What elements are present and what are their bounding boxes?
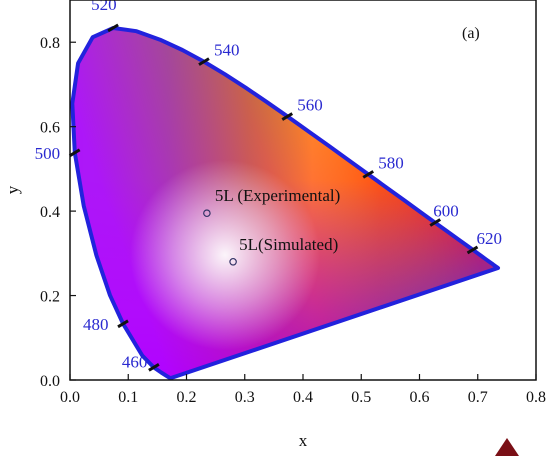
x-tick-label: 0.4 [293, 389, 313, 406]
data-points: 5L (Experimental) 5L(Simulated) [203, 186, 340, 266]
wavelength-label: 480 [83, 315, 109, 334]
wavelength-label: 460 [122, 352, 148, 371]
wavelength-labels: 460 480 500 520 540 560 580 600 620 [35, 0, 503, 372]
wavelength-tick [198, 57, 210, 66]
x-axis-label: x [299, 431, 308, 450]
wavelength-label: 500 [35, 144, 61, 163]
x-tick-label: 0.7 [468, 389, 488, 406]
x-tick-label: 0.5 [351, 389, 371, 406]
wavelength-label: 600 [433, 202, 459, 221]
wavelength-tick [362, 170, 375, 179]
wavelength-label: 540 [214, 41, 240, 60]
x-tick-label: 0.0 [60, 389, 80, 406]
corner-triangle-icon [495, 438, 519, 456]
wavelength-tick [117, 319, 129, 329]
y-tick-label: 0.4 [40, 204, 60, 221]
y-tick-label: 0.8 [40, 35, 60, 52]
wavelength-tick [148, 363, 160, 372]
data-point-label: 5L(Simulated) [239, 235, 338, 254]
y-tick-label: 0.2 [40, 289, 60, 306]
y-axis-ticks: 0.0 0.2 0.4 0.6 0.8 [40, 35, 76, 390]
data-point-marker [203, 209, 211, 218]
y-tick-label: 0.6 [40, 120, 60, 137]
data-point-marker [229, 257, 237, 266]
wavelength-label: 620 [477, 229, 503, 248]
spectral-locus [70, 26, 500, 380]
x-tick-label: 0.8 [526, 389, 546, 406]
wavelength-label: 560 [297, 96, 323, 115]
wavelength-tick [429, 218, 441, 227]
x-axis-ticks: 0.0 0.1 0.2 0.3 0.4 0.5 0.6 0.7 0.8 [60, 374, 546, 406]
wavelength-tick [107, 23, 119, 33]
y-axis-label: y [3, 185, 22, 194]
x-tick-label: 0.6 [410, 389, 430, 406]
wavelength-label: 580 [378, 153, 404, 172]
wavelength-label: 520 [91, 0, 117, 14]
data-point-label: 5L (Experimental) [215, 186, 340, 205]
x-tick-label: 0.3 [235, 389, 255, 406]
wavelength-tick [281, 112, 294, 121]
wavelength-tick [466, 245, 479, 255]
x-tick-label: 0.1 [118, 389, 138, 406]
x-tick-label: 0.2 [177, 389, 197, 406]
panel-label: (a) [462, 25, 480, 42]
wavelength-tick [68, 148, 81, 158]
y-tick-label: 0.0 [40, 373, 60, 390]
